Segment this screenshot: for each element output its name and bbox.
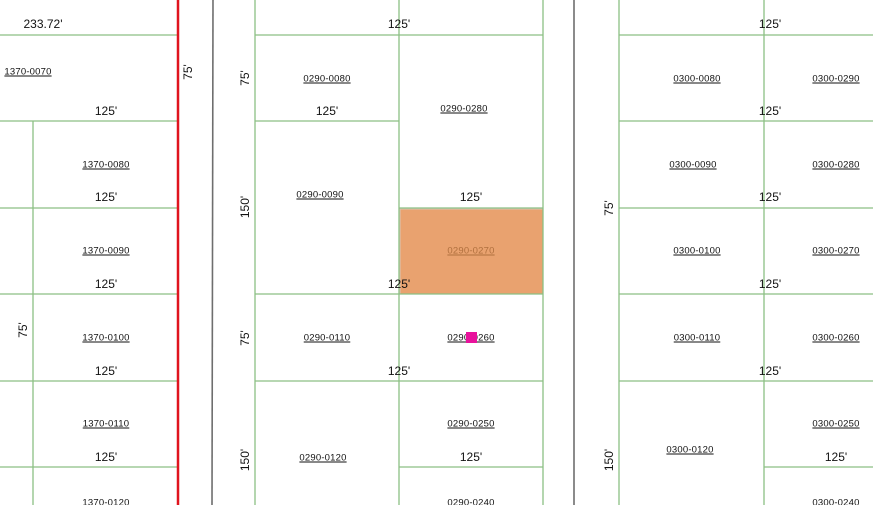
dimension-label: 125' — [315, 104, 339, 118]
parcel-id-label[interactable]: 0290-0120 — [299, 452, 347, 464]
dimension-label: 125' — [758, 277, 782, 291]
dimension-label: 150' — [238, 195, 252, 219]
parcel-id-label[interactable]: 1370-0110 — [82, 418, 130, 430]
parcel-id-label[interactable]: 0300-0270 — [812, 245, 860, 257]
parcel-id-label[interactable]: 0300-0280 — [812, 159, 860, 171]
dimension-label: 125' — [758, 190, 782, 204]
parcel-id-label[interactable]: 0300-0120 — [666, 444, 714, 456]
dimension-label: 125' — [758, 104, 782, 118]
dimension-label: 125' — [758, 17, 782, 31]
parcel-id-label[interactable]: 0290-0110 — [303, 332, 351, 344]
parcel-id-label[interactable]: 1370-0100 — [82, 332, 130, 344]
dimension-label: 75' — [238, 330, 252, 346]
parcel-id-label[interactable]: 0300-0240 — [812, 497, 860, 505]
dimension-label: 75' — [238, 70, 252, 86]
dimension-label: 125' — [94, 104, 118, 118]
dimension-label: 150' — [602, 448, 616, 472]
dimension-label: 150' — [238, 448, 252, 472]
dimension-label: 75' — [181, 64, 195, 80]
dimension-label: 125' — [387, 17, 411, 31]
dimension-label: 125' — [459, 450, 483, 464]
parcel-id-label[interactable]: 0290-0270 — [447, 245, 495, 257]
parcel-id-label[interactable]: 0300-0260 — [812, 332, 860, 344]
parcel-id-label[interactable]: 0290-0240 — [447, 497, 495, 505]
road-centerline-left — [211, 0, 214, 505]
dimension-label: 233.72' — [23, 17, 63, 31]
parcel-id-label[interactable]: 0290-0090 — [296, 189, 344, 201]
dimension-label: 75' — [602, 200, 616, 216]
parcel-id-label[interactable]: 0300-0290 — [812, 73, 860, 85]
dimension-label: 125' — [459, 190, 483, 204]
dimension-label: 125' — [94, 450, 118, 464]
parcel-id-label[interactable]: 1370-0080 — [82, 159, 130, 171]
dimension-label: 125' — [758, 364, 782, 378]
parcel-id-label[interactable]: 0300-0100 — [673, 245, 721, 257]
parcel-id-label[interactable]: 0290-0280 — [440, 103, 488, 115]
parcel-id-label[interactable]: 1370-0070 — [4, 66, 52, 78]
dimension-label: 75' — [16, 322, 30, 338]
dimension-label: 125' — [94, 277, 118, 291]
parcel-id-label[interactable]: 0300-0090 — [669, 159, 717, 171]
dimension-label: 125' — [387, 277, 411, 291]
parcel-id-label[interactable]: 0290-0080 — [303, 73, 351, 85]
parcel-id-label[interactable]: 0290-0250 — [447, 418, 495, 430]
dimension-label: 125' — [387, 364, 411, 378]
parcel-id-label[interactable]: 0300-0080 — [673, 73, 721, 85]
dimension-label: 125' — [94, 190, 118, 204]
dimension-label: 125' — [824, 450, 848, 464]
selected-parcel-0290-0270[interactable] — [399, 208, 544, 295]
dimension-label: 125' — [94, 364, 118, 378]
location-marker[interactable] — [466, 332, 477, 343]
parcel-id-label[interactable]: 1370-0090 — [82, 245, 130, 257]
parcel-id-label[interactable]: 0300-0250 — [812, 418, 860, 430]
parcel-id-label[interactable]: 0300-0110 — [673, 332, 721, 344]
parcel-id-label[interactable]: 1370-0120 — [82, 497, 130, 505]
